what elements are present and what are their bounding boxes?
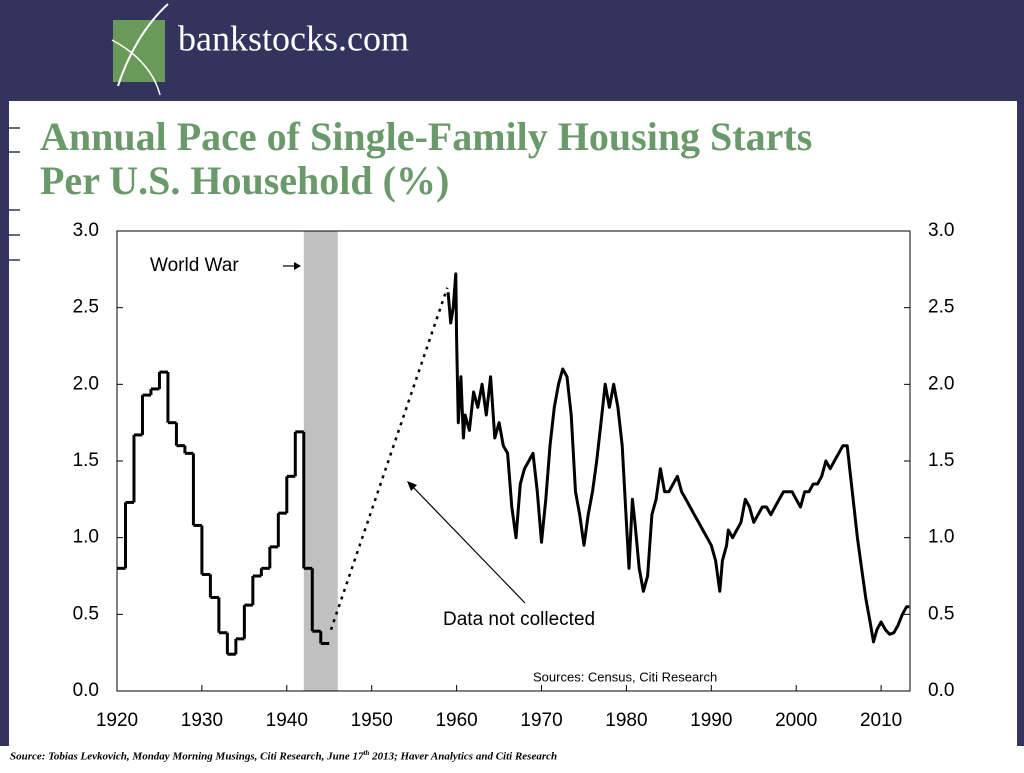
y-tick-label: 1.0 [73,527,99,548]
x-tick-label: 1990 [690,710,732,731]
x-tick-label: 1920 [96,710,138,731]
y2-tick-label: 0.0 [928,680,954,701]
x-tick-label: 1980 [605,710,647,731]
annotation-arrow [283,262,301,270]
source-text: Source: Tobias Levkovich, Monday Morning… [10,750,364,763]
annotation: Sources: Census, Citi Research [533,669,717,684]
y2-tick-label: 0.5 [928,603,954,624]
x-tick-label: 2000 [775,710,817,731]
annotation: Data not collected [443,609,595,630]
x-tick-label: 2010 [860,710,902,731]
logo-icon [111,3,169,96]
x-tick-label: 1950 [351,710,393,731]
right-strip [1017,101,1024,746]
dotted-line [329,287,449,631]
y-tick-label: 3.0 [73,220,99,241]
y-tick-label: 2.0 [73,373,99,394]
x-tick-label: 1960 [435,710,477,731]
source-text: 2013; Haver Analytics and Citi Research [369,750,558,763]
x-tick-label: 1930 [181,710,223,731]
banner [0,0,1024,101]
y2-tick-label: 1.5 [928,450,954,471]
plot-frame [116,230,911,692]
chart-title: Per U.S. Household (%) [40,158,449,203]
source-text: th [363,749,370,757]
slide-ticks [0,127,20,261]
x-tick-label: 1940 [266,710,308,731]
left-strip [0,101,9,746]
y2-tick-label: 3.0 [928,220,954,241]
annotation-arrow [407,481,526,604]
y2-tick-label: 1.0 [928,527,954,548]
y-tick-label: 2.5 [73,297,99,318]
y2-tick-label: 2.0 [928,373,954,394]
logo-text: bankstocks.com [178,18,409,58]
y2-tick-label: 2.5 [928,297,954,318]
data-line [446,272,910,644]
y-tick-label: 0.5 [73,603,99,624]
chart-title: Annual Pace of Single-Family Housing Sta… [40,114,812,159]
y-tick-label: 1.5 [73,450,99,471]
x-tick-label: 1970 [520,710,562,731]
source-note: Source: Tobias Levkovich, Monday Morning… [10,749,557,763]
shaded-span [303,231,338,691]
annotation: World War [150,255,239,276]
y-tick-label: 0.0 [73,680,99,701]
